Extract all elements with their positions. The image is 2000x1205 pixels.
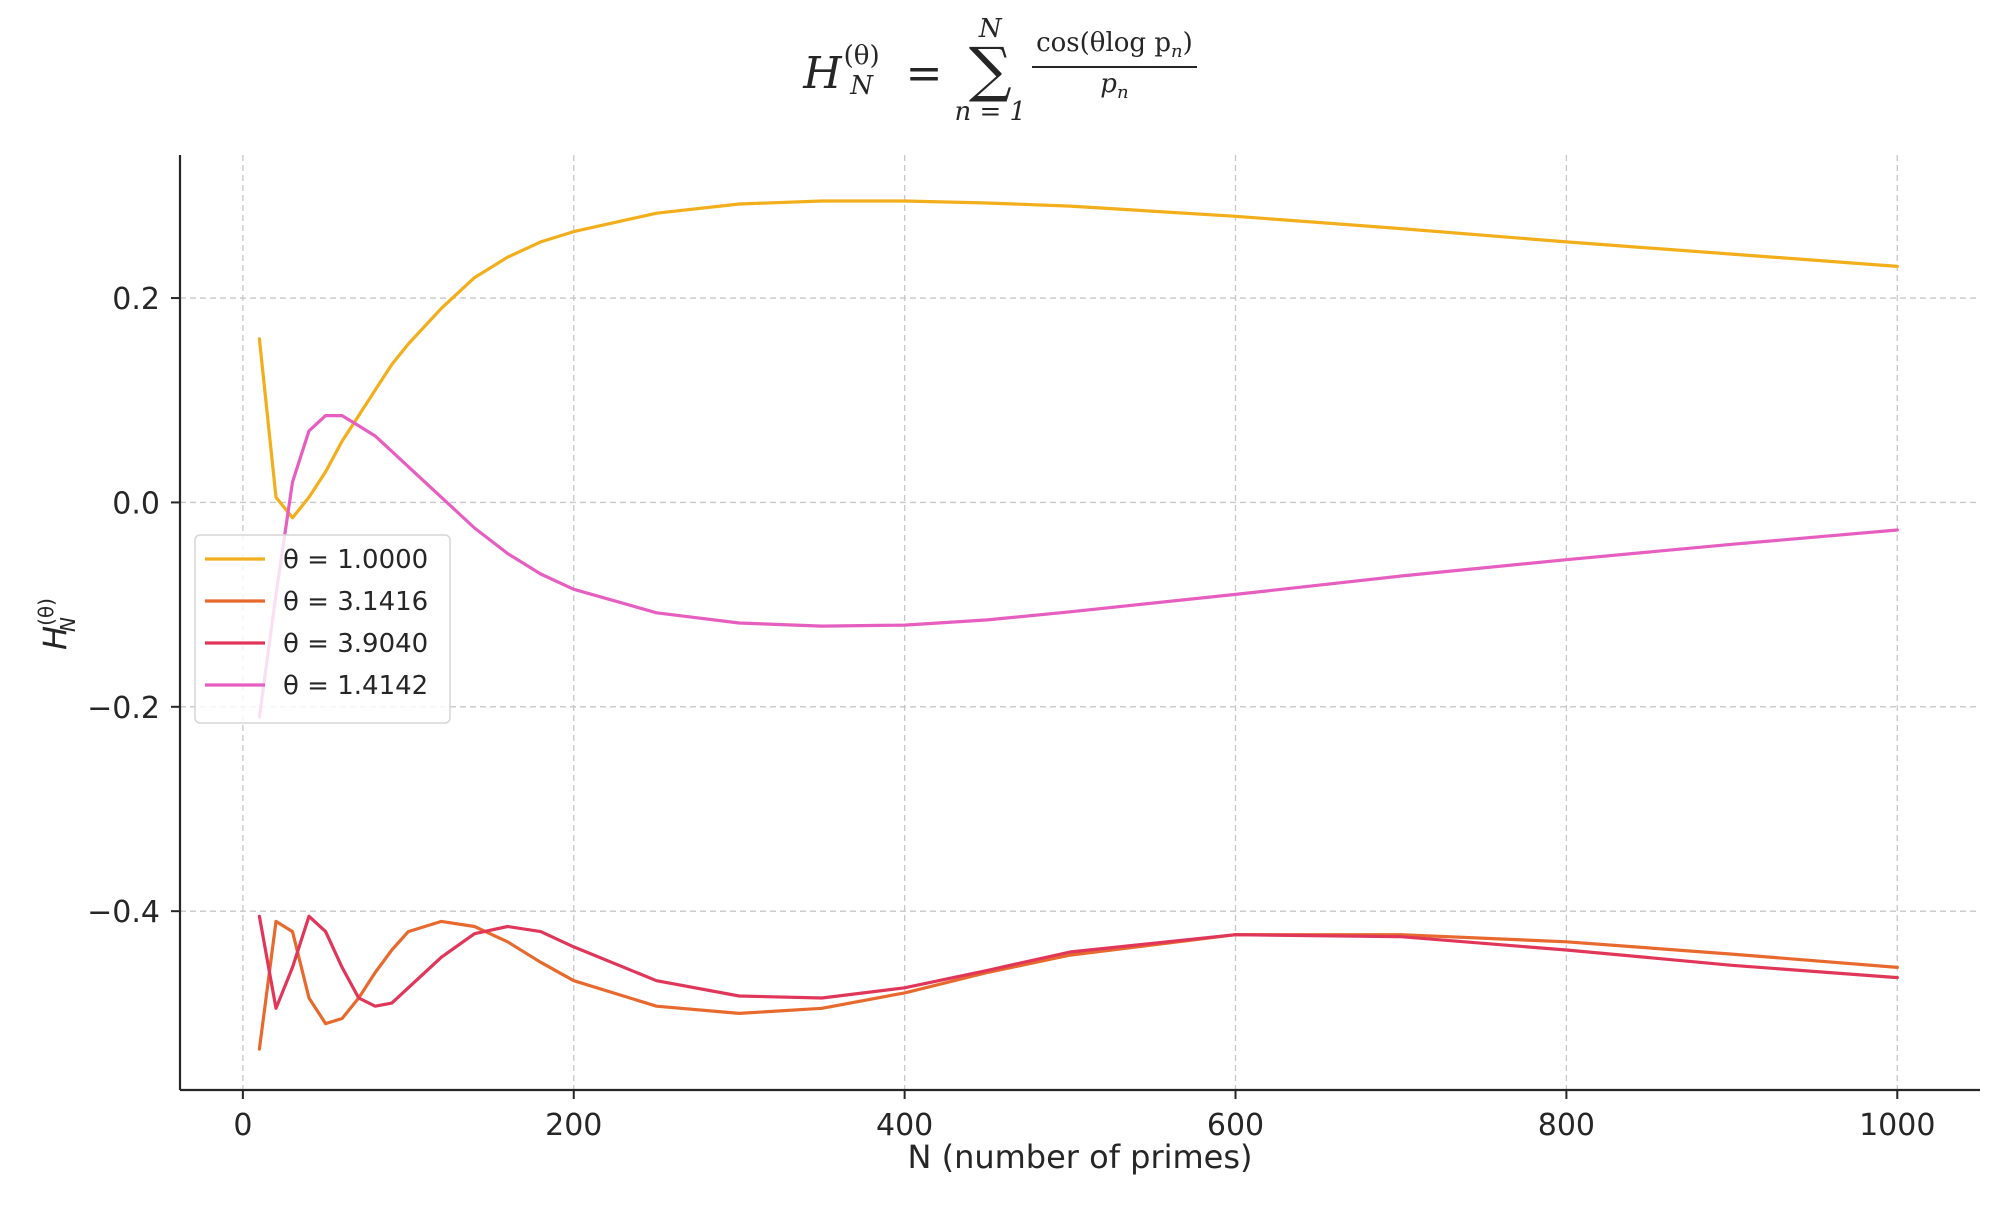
series-line-1 bbox=[257, 199, 1899, 520]
x-axis-label: N (number of primes) bbox=[907, 1138, 1252, 1176]
y-axis-label: H(θ)N bbox=[34, 598, 80, 650]
title-lhs: H bbox=[803, 48, 842, 99]
title-numerator: cos(θlog p bbox=[1036, 28, 1171, 59]
title-equals: = bbox=[905, 48, 943, 99]
x-tick-label: 600 bbox=[1207, 1108, 1264, 1143]
legend-label-2: θ = 3.1416 bbox=[283, 587, 428, 617]
axes bbox=[171, 155, 1980, 1099]
legend-label-3: θ = 3.9040 bbox=[283, 629, 428, 659]
title-sum-symbol: ∑ bbox=[968, 35, 1012, 105]
title-numerator-close: ) bbox=[1182, 28, 1193, 59]
legend-box bbox=[194, 534, 451, 724]
x-tick-label: 1000 bbox=[1859, 1108, 1935, 1143]
x-tick-label: 200 bbox=[545, 1108, 602, 1143]
y-axis-label-sub: N bbox=[56, 617, 80, 632]
y-axis-label-sup: (θ) bbox=[34, 598, 58, 626]
title-sum-upper: N bbox=[978, 14, 1002, 44]
legend-label-1: θ = 1.0000 bbox=[283, 545, 428, 575]
y-tick-label: 0.2 bbox=[112, 282, 160, 317]
chart-title: H (θ) N = N ∑ n = 1 cos(θlog pn) pn bbox=[0, 16, 2000, 131]
legend-label-4: θ = 1.4142 bbox=[283, 671, 428, 701]
title-denominator-sub: n bbox=[1116, 82, 1129, 104]
series-layer bbox=[257, 199, 1899, 1051]
title-denominator: p bbox=[1100, 69, 1117, 99]
y-axis-label-base: H bbox=[36, 626, 74, 650]
title-numerator-sub: n bbox=[1170, 41, 1183, 63]
y-tick-label: −0.4 bbox=[87, 895, 160, 930]
y-tick-label: 0.0 bbox=[112, 486, 160, 521]
grid bbox=[180, 155, 1980, 1090]
series-line-4 bbox=[257, 414, 1899, 719]
legend: θ = 1.0000 θ = 3.1416 θ = 3.9040 θ = 1.4142 bbox=[194, 534, 451, 724]
title-sum-lower: n = 1 bbox=[954, 97, 1027, 127]
title-lhs-sub: N bbox=[850, 70, 873, 101]
y-tick-label: −0.2 bbox=[87, 691, 160, 726]
tick-labels: 0 200 400 600 800 1000 0.2 0.0 −0.2 −0.4 bbox=[87, 282, 1935, 1143]
series-line-2 bbox=[257, 919, 1899, 1051]
x-tick-label: 400 bbox=[876, 1108, 933, 1143]
x-tick-label: 800 bbox=[1538, 1108, 1595, 1143]
x-tick-label: 0 bbox=[233, 1108, 252, 1143]
series-line-3 bbox=[257, 914, 1899, 1010]
title-lhs-sup: (θ) bbox=[843, 40, 880, 71]
